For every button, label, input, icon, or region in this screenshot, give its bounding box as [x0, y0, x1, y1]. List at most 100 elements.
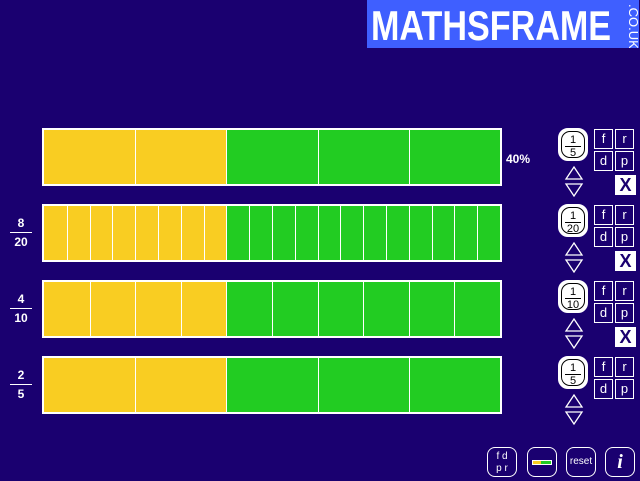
unit-fraction-button-row-2[interactable]: 1 20 [558, 204, 588, 237]
bar-divider [363, 282, 365, 336]
row-3-numerator: 4 [17, 292, 25, 306]
add-bar-button[interactable] [527, 447, 557, 477]
bar-divider [408, 206, 410, 260]
decimal-toggle-row-2[interactable]: d [594, 227, 613, 247]
close-row-2-button[interactable]: X [615, 251, 636, 271]
row-2-fraction-label: 8 20 [6, 215, 36, 250]
fraction-toggle-row-3[interactable]: f [594, 281, 613, 301]
decrease-arrow-row-2[interactable] [564, 259, 584, 273]
row-3-fraction-label: 4 10 [6, 291, 36, 326]
fdpr-top-label: f d [496, 451, 508, 462]
bar-divider [317, 206, 319, 260]
fraction-bar-2[interactable] [42, 204, 502, 262]
bar-divider [226, 130, 228, 184]
percent-toggle-row-3[interactable]: p [615, 303, 634, 323]
increase-arrow-row-4[interactable] [564, 394, 584, 408]
increase-arrow-row-2[interactable] [564, 242, 584, 256]
info-icon: i [617, 451, 623, 473]
mathsframe-logo: MATHSFRAME .CO.UK [367, 0, 639, 48]
bar-divider [135, 282, 137, 336]
bar-divider [408, 358, 410, 412]
bar-divider [294, 206, 296, 260]
fraction-line [10, 232, 32, 233]
fraction-toggle-row-1[interactable]: f [594, 129, 613, 149]
bar-divider [226, 282, 228, 336]
percent-toggle-row-4[interactable]: p [615, 379, 634, 399]
unit-fraction-button-row-3[interactable]: 1 10 [558, 280, 588, 313]
row-4-numerator: 2 [17, 368, 25, 382]
decimal-toggle-row-4[interactable]: d [594, 379, 613, 399]
row-2-denominator: 20 [14, 235, 28, 249]
decimal-toggle-row-3[interactable]: d [594, 303, 613, 323]
unit-numerator: 1 [569, 134, 577, 146]
ratio-toggle-row-3[interactable]: r [615, 281, 634, 301]
bar-divider [454, 206, 456, 260]
ratio-toggle-row-2[interactable]: r [615, 205, 634, 225]
reset-button[interactable]: reset [566, 447, 596, 477]
bar-divider [112, 206, 114, 260]
decrease-arrow-row-1[interactable] [564, 183, 584, 197]
bar-divider [135, 206, 137, 260]
bar-divider [272, 206, 273, 260]
bar-divider [226, 206, 228, 260]
unit-numerator: 1 [569, 210, 577, 222]
row-4-fraction-label: 2 5 [6, 367, 36, 402]
bar-divider [363, 206, 365, 260]
bar-divider [431, 206, 433, 260]
decimal-toggle-row-1[interactable]: d [594, 151, 613, 171]
bar-divider [317, 358, 319, 412]
bar-divider [477, 206, 479, 260]
bar-divider [408, 282, 410, 336]
fraction-toggle-row-4[interactable]: f [594, 357, 613, 377]
unit-denominator: 5 [569, 147, 577, 159]
bar-divider [340, 206, 342, 260]
decrease-arrow-row-3[interactable] [564, 335, 584, 349]
ratio-toggle-row-1[interactable]: r [615, 129, 634, 149]
fdpr-bottom-label: p r [496, 463, 508, 474]
unit-denominator: 10 [566, 299, 580, 311]
unit-denominator: 20 [566, 223, 580, 235]
bar-divider [226, 358, 228, 412]
bar-divider [66, 206, 68, 260]
unit-numerator: 1 [569, 362, 577, 374]
decrease-arrow-row-4[interactable] [564, 411, 584, 425]
percent-toggle-row-2[interactable]: p [615, 227, 634, 247]
increase-arrow-row-3[interactable] [564, 318, 584, 332]
bar-divider [317, 282, 319, 336]
row-2-numerator: 8 [17, 216, 25, 230]
ratio-toggle-row-4[interactable]: r [615, 357, 634, 377]
bar-divider [249, 206, 251, 260]
fraction-bar-1[interactable] [42, 128, 502, 186]
bar-divider [89, 206, 91, 260]
bar-divider [317, 130, 319, 184]
bar-divider [158, 206, 159, 260]
unit-denominator: 5 [569, 375, 577, 387]
percent-toggle-row-1[interactable]: p [615, 151, 634, 171]
fdpr-mode-button[interactable]: f d p r [487, 447, 517, 477]
fraction-bar-3[interactable] [42, 280, 502, 338]
row-4-denominator: 5 [17, 387, 25, 401]
fraction-line [10, 308, 32, 309]
bar-divider [180, 206, 182, 260]
fraction-line [10, 384, 32, 385]
fraction-toggle-row-2[interactable]: f [594, 205, 613, 225]
increase-arrow-row-1[interactable] [564, 166, 584, 180]
bar-divider [180, 282, 182, 336]
close-row-1-button[interactable]: X [615, 175, 636, 195]
bar-divider [135, 130, 137, 184]
close-row-3-button[interactable]: X [615, 327, 636, 347]
fraction-bar-4[interactable] [42, 356, 502, 414]
bar-divider [203, 206, 205, 260]
bar-divider [386, 206, 387, 260]
bar-divider [408, 130, 410, 184]
info-button[interactable]: i [605, 447, 635, 477]
row-1-percent-label: 40% [506, 152, 531, 166]
bar-icon [532, 460, 552, 465]
row-3-denominator: 10 [14, 311, 28, 325]
bar-divider [272, 282, 273, 336]
logo-main-text: MATHSFRAME [371, 2, 611, 48]
bar-divider [89, 282, 91, 336]
bar-divider [135, 358, 137, 412]
